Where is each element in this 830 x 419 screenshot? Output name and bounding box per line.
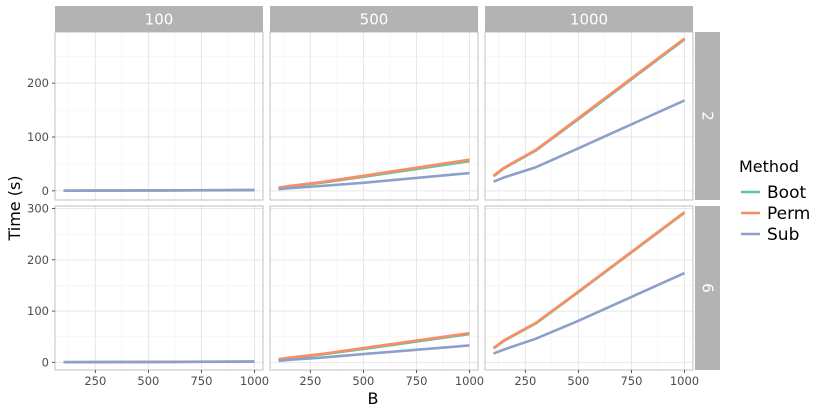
y-tick-label: 100 xyxy=(27,130,49,144)
series-line-perm xyxy=(492,211,686,350)
series-line-sub xyxy=(63,360,255,364)
x-tick-label: 500 xyxy=(137,374,159,388)
x-tick-label: 1000 xyxy=(670,374,699,388)
x-tick-label: 250 xyxy=(84,374,106,388)
x-tick-label: 1000 xyxy=(240,374,269,388)
x-tick-label: 500 xyxy=(567,374,589,388)
facet-panels xyxy=(54,31,694,371)
legend-label-sub: Sub xyxy=(767,225,799,245)
panel-border xyxy=(484,205,694,371)
series-line-perm xyxy=(278,158,470,189)
strip-col-500 xyxy=(270,6,478,32)
panel-2-1000 xyxy=(484,31,694,201)
y-tick-label: 200 xyxy=(27,253,49,267)
x-tick-label: 250 xyxy=(299,374,321,388)
x-tick-label: 750 xyxy=(620,374,642,388)
strip-col-label: 500 xyxy=(360,11,389,29)
strip-col-label: 1000 xyxy=(570,11,608,29)
y-tick-label: 0 xyxy=(42,184,49,198)
y-tick-label: 100 xyxy=(27,304,49,318)
panel-6-1000 xyxy=(484,205,694,371)
strip-col-label: 100 xyxy=(145,11,174,29)
series-line-perm xyxy=(492,37,686,177)
y-axis-title: Time (s) xyxy=(5,175,24,241)
strip-col-100 xyxy=(55,6,263,32)
panel-2-100 xyxy=(54,31,264,201)
legend-title: Method xyxy=(739,157,799,176)
x-tick-label: 500 xyxy=(352,374,374,388)
y-tick-label: 300 xyxy=(27,202,49,216)
series-line-sub xyxy=(63,188,255,192)
y-tick-label: 200 xyxy=(27,76,49,90)
x-tick-label: 1000 xyxy=(455,374,484,388)
strip-row-6 xyxy=(695,206,720,370)
panel-border xyxy=(54,205,264,371)
strip-col-1000 xyxy=(485,6,693,32)
legend-label-perm: Perm xyxy=(767,204,810,224)
x-tick-label: 750 xyxy=(190,374,212,388)
panel-6-500 xyxy=(269,205,479,371)
series-line-sub xyxy=(493,271,686,355)
strip-row-2 xyxy=(695,32,720,200)
series-line-sub xyxy=(278,344,470,363)
panel-6-100 xyxy=(54,205,264,371)
panel-2-500 xyxy=(269,31,479,201)
x-axis-title: B xyxy=(368,389,379,408)
x-tick-label: 250 xyxy=(514,374,536,388)
strip-row-label: 2 xyxy=(699,111,717,121)
series-line-sub xyxy=(493,99,686,183)
axes: 0 100 200 0 100 200 300 250 500 750 1000 250 500 750 1… xyxy=(27,76,699,388)
facet-strips: 100 500 1000 2 6 xyxy=(55,6,720,370)
series-line-sub xyxy=(278,171,470,191)
x-tick-label: 750 xyxy=(405,374,427,388)
legend-label-boot: Boot xyxy=(767,183,806,203)
y-tick-label: 0 xyxy=(42,355,49,369)
strip-row-label: 6 xyxy=(699,283,717,293)
series-line-perm xyxy=(278,331,470,361)
panel-border xyxy=(269,205,479,371)
